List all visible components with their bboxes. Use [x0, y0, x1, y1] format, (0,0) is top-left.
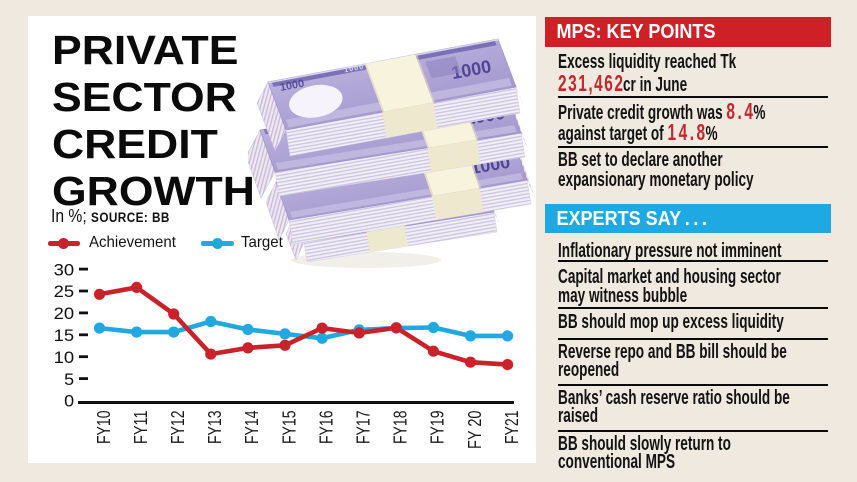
svg-text:15: 15: [54, 326, 75, 345]
svg-text:1000: 1000: [279, 78, 305, 94]
svg-text:10: 10: [54, 348, 75, 367]
svg-text:FY13: FY13: [204, 411, 225, 445]
svg-text:30: 30: [54, 260, 75, 279]
svg-text:FY18: FY18: [390, 411, 411, 445]
svg-text:0: 0: [64, 392, 74, 411]
svg-text:25: 25: [54, 282, 75, 301]
svg-text:FY19: FY19: [427, 411, 448, 445]
svg-text:5: 5: [64, 370, 74, 389]
svg-text:FY17: FY17: [353, 411, 374, 445]
svg-text:FY16: FY16: [315, 411, 336, 445]
svg-text:FY12: FY12: [167, 411, 188, 445]
svg-text:FY11: FY11: [130, 411, 151, 445]
svg-text:FY10: FY10: [93, 411, 114, 445]
svg-text:FY15: FY15: [278, 411, 299, 445]
svg-text:FY 20: FY 20: [464, 411, 485, 450]
svg-text:FY14: FY14: [241, 411, 262, 445]
svg-text:FY21: FY21: [501, 411, 522, 445]
svg-text:20: 20: [54, 304, 75, 323]
